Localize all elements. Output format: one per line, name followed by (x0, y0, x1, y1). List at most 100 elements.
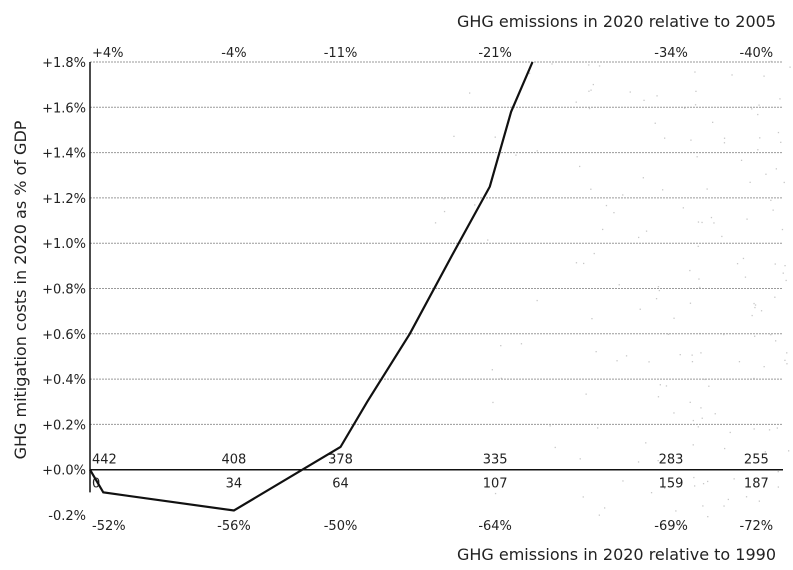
noise-speck (583, 262, 585, 265)
noise-speck (694, 485, 696, 487)
noise-speck (754, 304, 757, 306)
noise-speck (723, 142, 726, 144)
noise-speck (753, 302, 755, 305)
noise-speck (698, 278, 700, 280)
top-tick-label: -40% (740, 46, 774, 61)
noise-speck (588, 90, 590, 92)
noise-speck (554, 446, 556, 449)
noise-speck (588, 64, 590, 66)
noise-speck (783, 181, 785, 184)
noise-speck (707, 480, 709, 483)
noise-speck (689, 401, 691, 403)
top-tick-label: -34% (654, 46, 688, 61)
noise-speck (655, 298, 658, 300)
noise-speck (491, 369, 493, 371)
bottom-tick-label: -50% (324, 519, 358, 534)
noise-speck (694, 104, 697, 106)
noise-speck (745, 496, 748, 498)
noise-speck (723, 333, 725, 336)
noise-speck (702, 483, 705, 485)
bottom-tick-label: -64% (478, 519, 512, 534)
noise-speck (701, 417, 703, 419)
noise-speck (770, 60, 772, 63)
y-tick-label: +0.2% (42, 418, 86, 433)
noise-speck (754, 306, 756, 309)
noise-speck (775, 168, 777, 170)
noise-speck (657, 460, 659, 462)
noise-speck (777, 131, 780, 134)
bottom-tick-label: -72% (740, 519, 774, 534)
noise-speck (536, 299, 538, 302)
noise-speck (639, 308, 641, 310)
noise-speck (684, 107, 686, 109)
noise-speck (692, 444, 694, 446)
noise-speck (664, 487, 666, 489)
noise-speck (689, 302, 692, 304)
noise-speck (689, 269, 691, 272)
inner-upper-labels: 442 408 378 335 283 255 (92, 453, 769, 468)
noise-speck (758, 104, 760, 106)
noise-speck (642, 177, 644, 179)
noise-speck (742, 257, 745, 260)
noise-speck (690, 139, 692, 141)
noise-speck (786, 363, 788, 365)
noise-speck (784, 359, 786, 361)
bottom-tick-label: -69% (654, 519, 688, 534)
noise-speck (759, 137, 761, 139)
noise-speck (597, 427, 599, 429)
noise-speck (785, 279, 787, 282)
noise-speck (658, 289, 660, 292)
noise-speck (749, 181, 751, 183)
noise-speck (763, 366, 765, 368)
noise-speck (500, 377, 502, 379)
noise-speck (740, 159, 743, 161)
inner-upper-label: 255 (744, 453, 769, 468)
noise-speck (751, 314, 753, 317)
noise-speck (704, 378, 706, 381)
noise-speck (772, 209, 774, 211)
noise-speck (536, 150, 538, 152)
noise-speck (694, 71, 696, 73)
noise-speck (779, 98, 781, 100)
noise-speck (770, 334, 772, 336)
bottom-axis-title: GHG emissions in 2020 relative to 1990 (457, 545, 776, 564)
noise-speck (604, 507, 606, 509)
noise-speck (673, 412, 675, 414)
y-tick-label: +0.4% (42, 373, 86, 388)
noise-speck (781, 228, 784, 231)
noise-speck (648, 361, 650, 363)
top-tick-label: -11% (324, 46, 358, 61)
inner-lower-label: 34 (226, 477, 243, 492)
noise-speck (602, 228, 604, 231)
top-axis-title: GHG emissions in 2020 relative to 2005 (457, 12, 776, 31)
noise-speck (764, 451, 766, 453)
noise-speck (673, 317, 675, 319)
noise-speck (643, 99, 645, 101)
noise-speck (682, 207, 684, 209)
noise-speck (700, 352, 702, 354)
y-tick-label: -0.2% (48, 509, 86, 524)
noise-speck (775, 340, 777, 342)
inner-upper-label: 408 (222, 453, 247, 468)
noise-speck (691, 354, 693, 356)
inner-lower-label: 187 (744, 477, 769, 492)
noise-speck (629, 91, 631, 93)
noise-speck (770, 199, 772, 201)
bottom-tick-label: -52% (92, 519, 126, 534)
noise-speck (593, 252, 595, 255)
noise-speck (738, 361, 741, 363)
noise-speck (708, 385, 710, 387)
y-tick-label: +1.4% (42, 147, 86, 162)
inner-lower-label: 107 (483, 477, 508, 492)
top-tick-label: +4% (92, 46, 124, 61)
noise-speck (654, 122, 656, 124)
noise-speck (528, 72, 531, 74)
noise-speck (613, 212, 615, 214)
noise-speck (667, 333, 670, 335)
y-tick-label: +1.2% (42, 192, 86, 207)
y-tick-label: +1.6% (42, 101, 86, 116)
noise-speck (551, 63, 553, 65)
noise-speck (622, 480, 624, 482)
noise-speck (657, 396, 660, 398)
